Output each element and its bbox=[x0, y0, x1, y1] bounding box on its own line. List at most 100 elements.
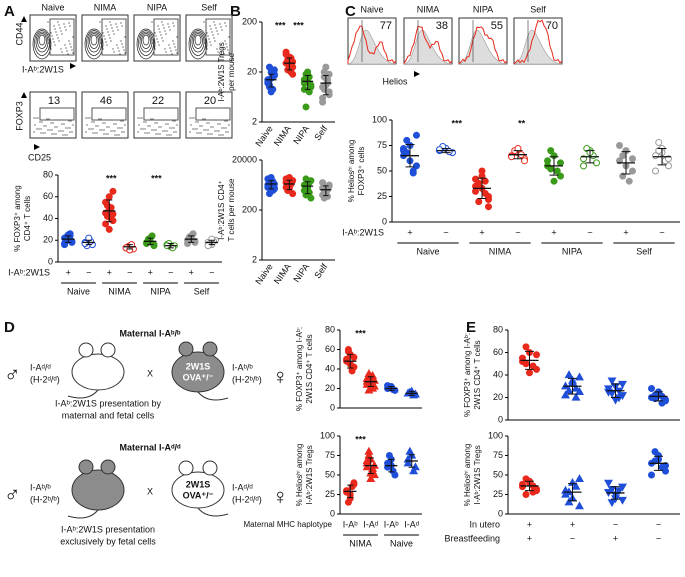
data-point bbox=[616, 142, 624, 149]
flow-event bbox=[223, 127, 225, 129]
transgene: OVA⁺/⁻ bbox=[183, 490, 214, 500]
error-bar bbox=[408, 390, 415, 396]
error-bar bbox=[268, 180, 274, 190]
y-tick-label: 100 bbox=[320, 430, 335, 440]
flow-event bbox=[50, 48, 52, 50]
flow-contour bbox=[136, 28, 156, 60]
error-bar bbox=[188, 235, 195, 243]
y-tick-label: 20 bbox=[493, 392, 503, 402]
error-bar bbox=[513, 150, 523, 160]
flow-event bbox=[160, 126, 162, 128]
data-point bbox=[522, 491, 530, 498]
row-value: − bbox=[613, 519, 618, 529]
flow-event bbox=[66, 50, 68, 52]
flow-event bbox=[61, 51, 63, 53]
flow-event bbox=[203, 21, 205, 23]
flow-event bbox=[62, 134, 64, 136]
flow-event bbox=[58, 130, 60, 132]
flow-event bbox=[102, 32, 104, 34]
axis-arrow bbox=[34, 144, 40, 150]
flow-event bbox=[210, 44, 212, 46]
flow-event bbox=[169, 127, 171, 129]
flow-event bbox=[164, 48, 166, 50]
flow-event bbox=[65, 127, 67, 129]
flow-contour bbox=[139, 31, 153, 53]
flow-axis-label: CD44 bbox=[14, 22, 24, 45]
error-bar bbox=[388, 386, 395, 391]
flow-event bbox=[112, 30, 114, 32]
panel-label: E bbox=[466, 319, 476, 336]
flow-event bbox=[63, 123, 65, 125]
flow-event bbox=[93, 121, 95, 123]
histogram-reference bbox=[513, 29, 563, 65]
flow-event bbox=[223, 53, 225, 55]
significance: ** bbox=[518, 118, 526, 128]
error-bar bbox=[65, 235, 72, 243]
flow-event bbox=[172, 120, 174, 122]
gate-percent: 70 bbox=[546, 20, 558, 32]
flow-event bbox=[110, 130, 112, 132]
flow-event bbox=[147, 125, 149, 127]
row-value: + bbox=[66, 267, 71, 277]
data-point bbox=[350, 480, 358, 488]
error-bar bbox=[405, 143, 415, 168]
x-tick-label: Naive bbox=[253, 262, 274, 287]
row-value: + bbox=[107, 267, 112, 277]
data-point bbox=[412, 131, 420, 139]
y-tick-label: 60 bbox=[43, 191, 53, 201]
flow-event bbox=[139, 117, 141, 119]
flow-event bbox=[207, 133, 209, 135]
data-point bbox=[547, 165, 555, 173]
flow-event bbox=[35, 117, 37, 119]
flow-event bbox=[52, 122, 54, 124]
y-tick-label: 80 bbox=[493, 324, 503, 334]
flow-event bbox=[113, 33, 115, 35]
flow-event bbox=[67, 53, 69, 55]
mouse-icon bbox=[171, 341, 229, 401]
flow-event bbox=[211, 133, 213, 135]
flow-event bbox=[104, 122, 106, 124]
flow-event bbox=[176, 36, 178, 38]
data-point bbox=[362, 462, 372, 471]
data-point bbox=[628, 167, 636, 175]
data-point bbox=[344, 347, 352, 355]
flow-event bbox=[198, 132, 200, 134]
flow-event bbox=[51, 133, 53, 135]
gate-percent: 13 bbox=[48, 95, 60, 107]
row-value: I-Aᵇ bbox=[384, 519, 400, 529]
flow-event bbox=[117, 47, 119, 49]
haplotype: (H-2ᵇ/ᵇ) bbox=[232, 374, 262, 384]
flow-event bbox=[155, 133, 157, 135]
flow-event bbox=[224, 40, 226, 42]
row-value: I-Aᵈ bbox=[404, 519, 420, 529]
flow-event bbox=[115, 123, 117, 125]
flow-event bbox=[41, 121, 43, 123]
gate-percent: 77 bbox=[380, 20, 392, 32]
flow-event bbox=[158, 28, 160, 30]
flow-event bbox=[124, 52, 126, 54]
flow-event bbox=[121, 43, 123, 45]
flow-event bbox=[103, 35, 105, 37]
flow-axis-label: CD25 bbox=[28, 152, 51, 162]
flow-event bbox=[51, 35, 53, 37]
y-tick-label: 60 bbox=[493, 347, 503, 357]
flow-event bbox=[109, 37, 111, 39]
panel-label: B bbox=[230, 3, 241, 20]
flow-event bbox=[99, 21, 101, 23]
flow-event bbox=[159, 31, 161, 33]
data-point bbox=[648, 471, 655, 479]
y-axis-label: % FOXP3⁺ among I-Aᵇ: bbox=[295, 327, 304, 411]
flow-event bbox=[208, 38, 210, 40]
histogram-reference bbox=[458, 29, 508, 65]
flow-event bbox=[47, 39, 49, 41]
flow-event bbox=[216, 30, 218, 32]
flow-event bbox=[71, 49, 73, 51]
flow-contour bbox=[37, 33, 47, 49]
data-point bbox=[526, 369, 533, 377]
flow-event bbox=[123, 131, 125, 133]
panel-label: A bbox=[4, 3, 15, 20]
flow-event bbox=[152, 118, 154, 120]
data-point bbox=[409, 169, 417, 177]
flow-event bbox=[108, 126, 110, 128]
